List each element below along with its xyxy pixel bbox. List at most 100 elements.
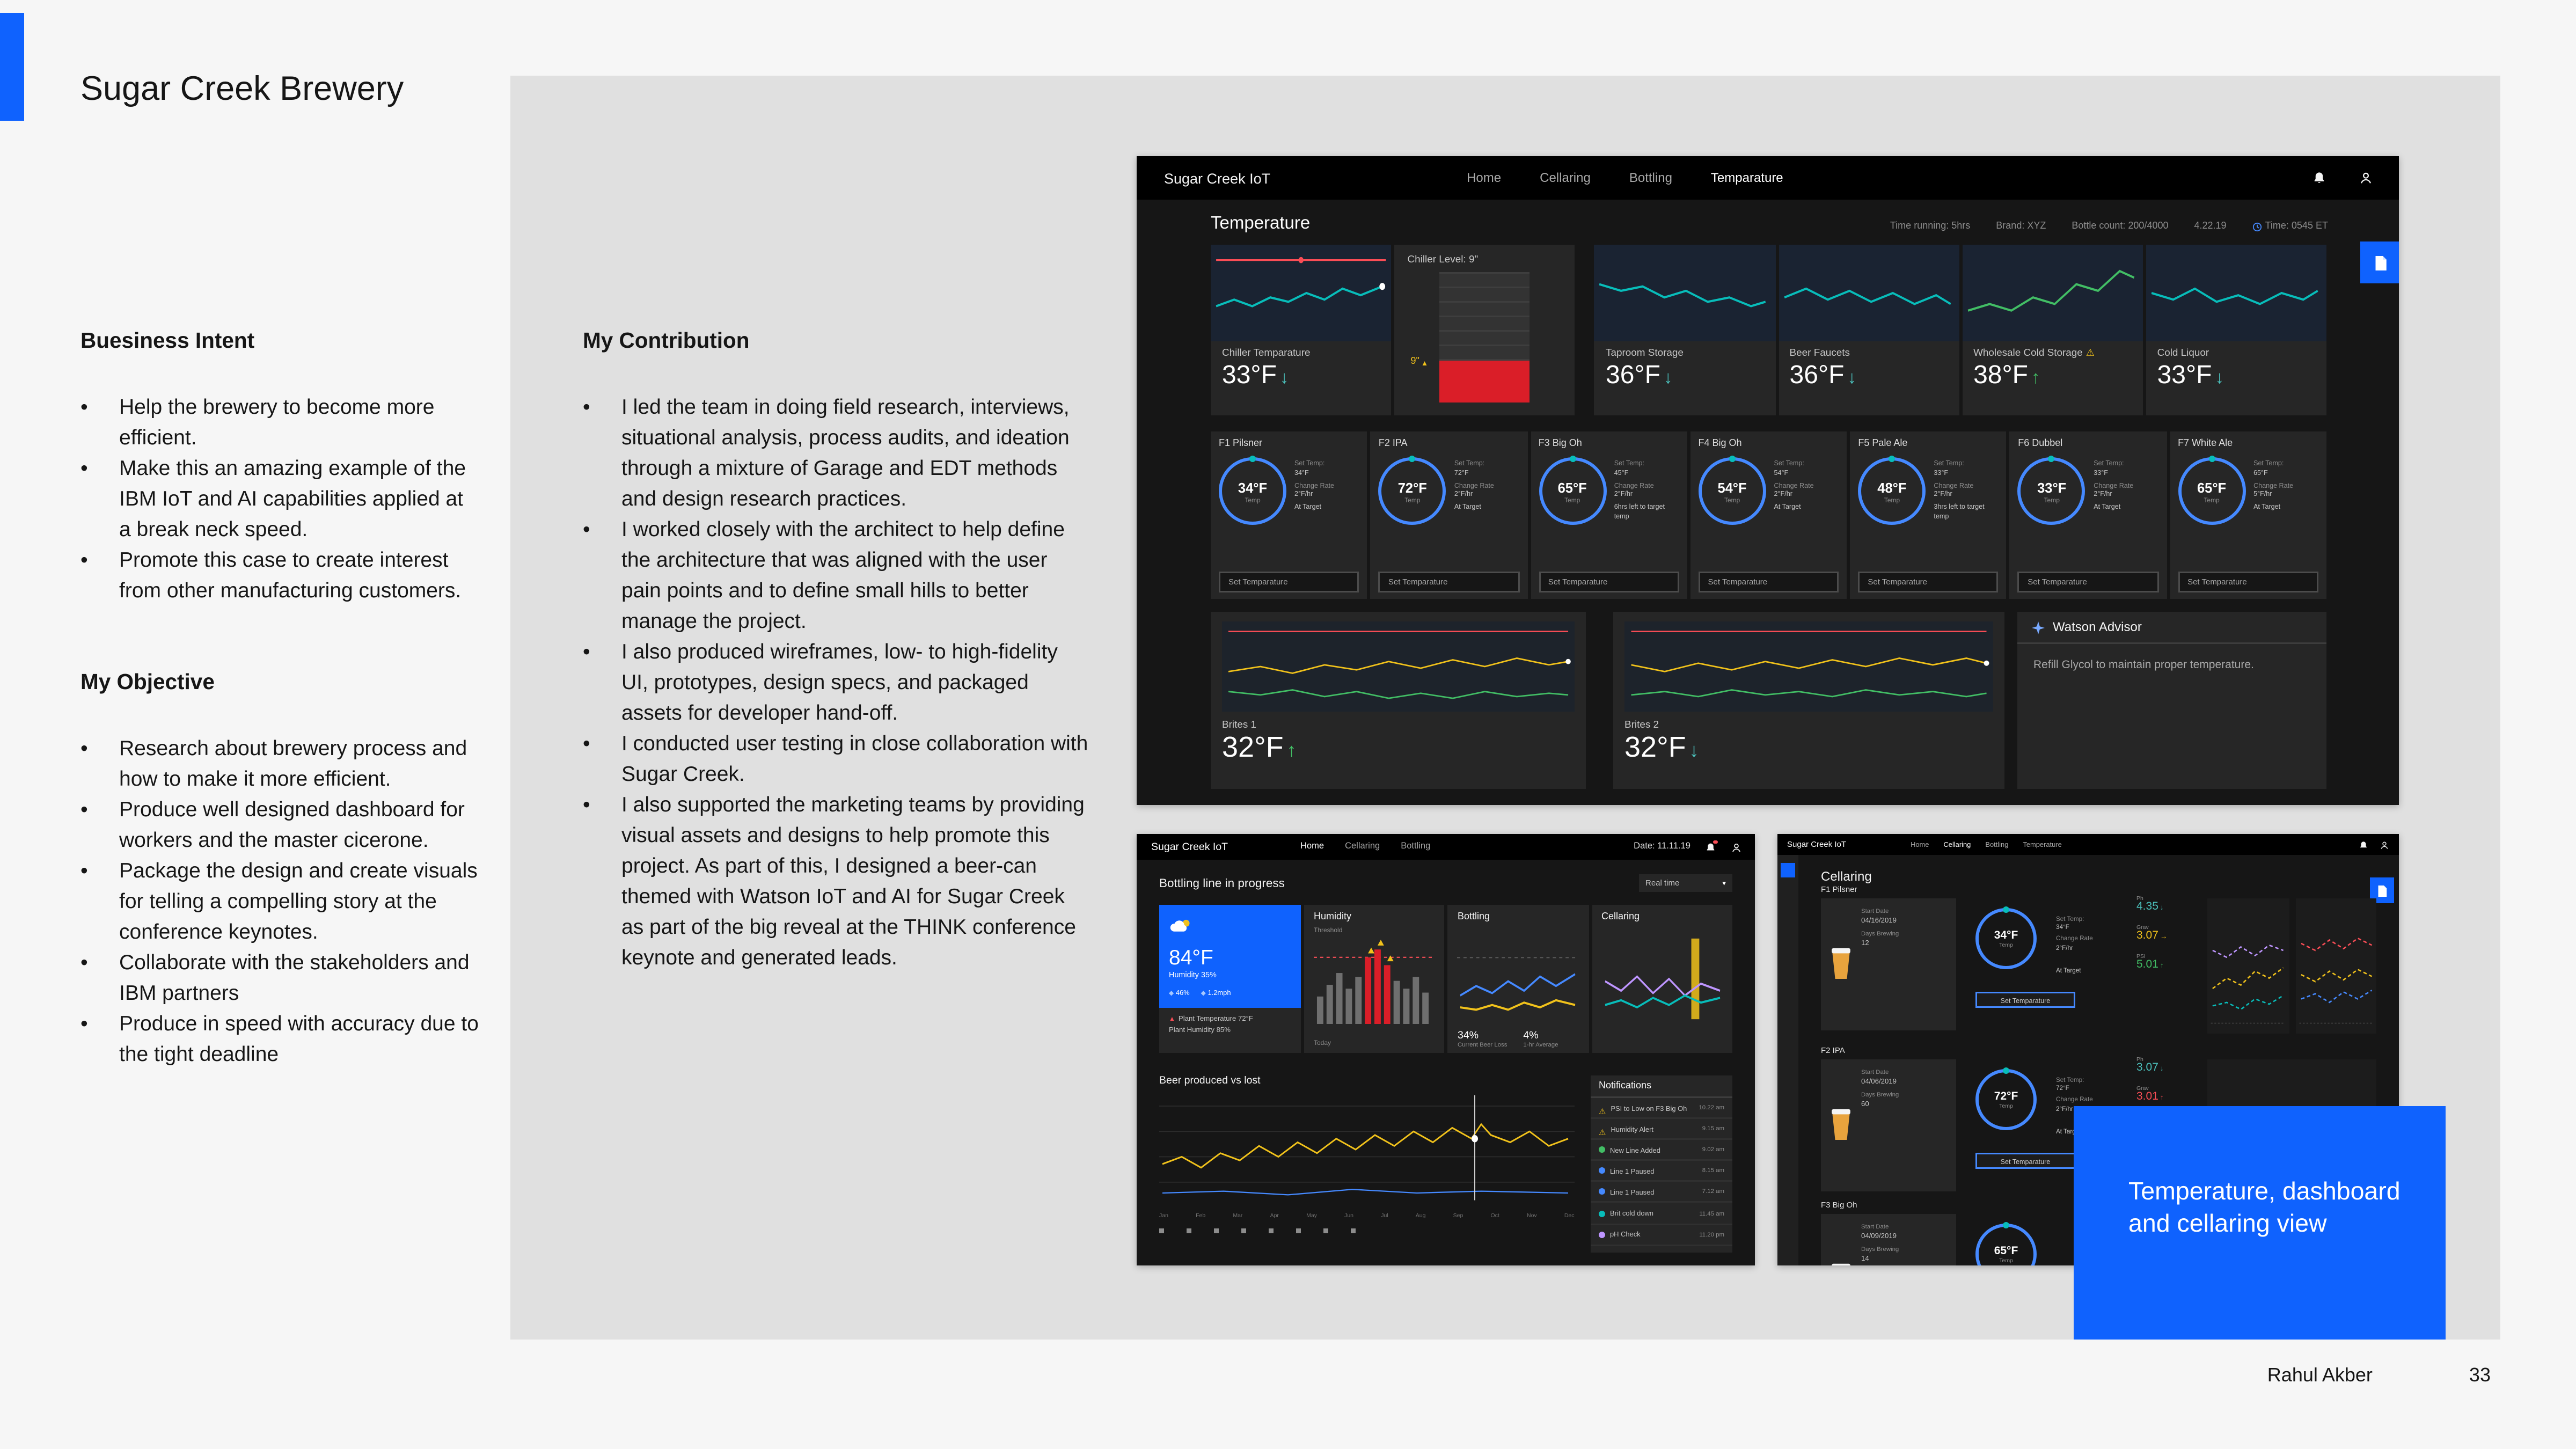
- tank-info-card: Start Date 04/06/2019 Days Brewing 60: [1821, 1059, 1956, 1191]
- nav-link[interactable]: Bottling: [1401, 842, 1431, 852]
- notification-item[interactable]: New Line Added 9.02 am: [1591, 1140, 1732, 1161]
- page-title: Temperature: [1211, 214, 1311, 233]
- trend-arrow: ↓: [1663, 369, 1673, 388]
- card-value: 33°F ↓: [2157, 362, 2224, 390]
- notification-time: 11.45 am: [1699, 1210, 1724, 1217]
- gauge-label: Temp: [1404, 495, 1421, 503]
- cloud-icon: [1169, 918, 1193, 934]
- notification-text: New Line Added: [1610, 1146, 1660, 1154]
- metric: Ph 3.07 ↓: [2136, 1056, 2198, 1074]
- brites-2-card: Brites 2 32°F ↓: [1613, 612, 2004, 789]
- watson-message: Refill Glycol to maintain proper tempera…: [2033, 660, 2254, 671]
- bullet-text: I conducted user testing in close collab…: [621, 731, 1088, 786]
- set-temperature-input[interactable]: Set Temparature: [2018, 572, 2159, 592]
- set-temperature-input[interactable]: Set Temparature: [1538, 572, 1679, 592]
- time-filter-dropdown[interactable]: Real time ▾: [1639, 874, 1732, 892]
- change-rate-value: 2°F/hr: [1294, 489, 1313, 498]
- notification-time: 8.15 am: [1702, 1167, 1724, 1174]
- month-label: Sep: [1453, 1212, 1463, 1219]
- notification-item[interactable]: Line 1 Paused 8.15 am: [1591, 1161, 1732, 1183]
- user-icon[interactable]: [1731, 841, 1742, 853]
- nav-link[interactable]: Home: [1911, 840, 1929, 848]
- set-temp-value: 65°F: [2253, 467, 2268, 476]
- bell-icon[interactable]: [1705, 839, 1718, 853]
- tank-metrics: Ph 4.35 ↓ Grav 3.07 → PSI 5.01 ↑: [2136, 895, 2198, 982]
- gauge-value: 34°F: [1994, 930, 2018, 941]
- notification-icon: [1599, 1189, 1605, 1196]
- month-label: Jul: [1381, 1212, 1388, 1219]
- chiller-level-card: Chiller Level: 9" 9" ▲: [1394, 245, 1576, 415]
- nav-link[interactable]: Cellaring: [1345, 842, 1380, 852]
- bullet-marker: •: [80, 456, 88, 480]
- fermenter-status: At Target: [2094, 503, 2121, 511]
- nav-link[interactable]: Home: [1467, 171, 1502, 185]
- nav-link[interactable]: Cellaring: [1540, 171, 1591, 185]
- gauge-label: Temp: [1245, 495, 1261, 503]
- user-icon[interactable]: [2359, 171, 2373, 185]
- metric: Grav 3.01 ↑: [2136, 1085, 2198, 1103]
- nav-link[interactable]: Temparature: [1710, 171, 1783, 185]
- set-temperature-input[interactable]: Set Temparature: [1219, 572, 1359, 592]
- nav-link[interactable]: Bottling: [1629, 171, 1672, 185]
- metric-label: Ph: [2136, 1056, 2143, 1063]
- notification-item[interactable]: Humidity Alert 9.15 am: [1591, 1119, 1732, 1140]
- fermenter-status: At Target: [2253, 503, 2281, 511]
- gauge-dot: [1569, 456, 1576, 462]
- tank-metrics: Ph 3.07 ↓ Grav 3.01 ↑: [2136, 1056, 2198, 1114]
- export-button[interactable]: [2360, 241, 2399, 283]
- change-rate-value: 2°F/hr: [1454, 489, 1473, 498]
- notification-item[interactable]: Brit cold down 11.45 am: [1591, 1203, 1732, 1225]
- gauge-value: 65°F: [1557, 479, 1587, 495]
- sparkline-chart: [1211, 245, 1392, 341]
- month-label: Jun: [1344, 1212, 1354, 1219]
- bullet-item: • I also supported the marketing teams b…: [583, 789, 1088, 972]
- level-fill: [1439, 361, 1531, 402]
- temp-cards-row: Chiller Temparature 33°F ↓ Chiller Level:…: [1211, 245, 2327, 415]
- card-label: Chiller Temparature: [1222, 348, 1311, 359]
- chart-footer: Today: [1314, 1038, 1331, 1046]
- set-temperature-input[interactable]: Set Temparature: [2178, 572, 2318, 592]
- days-brewing-value: 12: [1861, 939, 1869, 947]
- set-temp-label: Set Temp:: [1454, 459, 1485, 467]
- nav-link[interactable]: Cellaring: [1943, 840, 1971, 848]
- change-rate-value: 2°F/hr: [2056, 942, 2073, 951]
- set-temperature-input[interactable]: Set Temparature: [1858, 572, 1999, 592]
- card-value: 36°F ↓: [1606, 362, 1673, 390]
- bottling-dashboard-screenshot: Sugar Creek IoT Home Cellaring Bottling …: [1137, 834, 1755, 1265]
- diamond-icon: ◆: [1169, 989, 1174, 997]
- nav-link[interactable]: Bottling: [1985, 840, 2009, 848]
- set-temp-value: 72°F: [1454, 467, 1469, 476]
- app-switcher-icon[interactable]: [1781, 863, 1795, 877]
- bell-icon[interactable]: [2359, 840, 2368, 850]
- brites-chart: [1624, 621, 1993, 712]
- summary-cards-row: 84°F Humidity 35% ◆ 46% ◆ 1.2mph ▲ Plant …: [1159, 905, 1732, 1053]
- notification-item[interactable]: PSI to Low on F3 Big Oh 10.22 am: [1591, 1098, 1732, 1119]
- trend-arrow: ↓: [1279, 369, 1289, 388]
- set-temperature-input[interactable]: Set Temparature: [1378, 572, 1519, 592]
- bullet-text: I led the team in doing field research, …: [621, 394, 1070, 510]
- dashboard-navbar: Sugar Creek IoT Home Cellaring Bottling …: [1137, 834, 1755, 860]
- level-gauge: [1439, 272, 1531, 402]
- set-temperature-button[interactable]: Set Temparature: [1975, 992, 2075, 1008]
- bullet-item: • Produce in speed with accuracy due to …: [80, 1008, 480, 1069]
- bell-icon[interactable]: [2312, 171, 2326, 185]
- nav-link[interactable]: Home: [1300, 842, 1324, 852]
- card-label: Brites 2: [1624, 720, 1659, 731]
- trend-arrow: ↓: [1847, 369, 1856, 388]
- app-brand: Sugar Creek IoT: [1787, 839, 1847, 850]
- tank-row-f1: F1 Pilsner Start Date 04/16/2019 Days Br…: [1821, 885, 2376, 1046]
- set-temperature-button[interactable]: Set Temparature: [1975, 1153, 2075, 1169]
- set-temperature-input[interactable]: Set Temparature: [1698, 572, 1839, 592]
- days-brewing-value: 60: [1861, 1100, 1869, 1108]
- page-number: 33: [2469, 1364, 2491, 1386]
- section-heading: Buesiness Intent: [80, 328, 255, 353]
- notification-text: Line 1 Paused: [1610, 1167, 1655, 1175]
- user-icon[interactable]: [2380, 840, 2389, 850]
- section-heading: My Objective: [80, 670, 215, 694]
- notification-text: PSI to Low on F3 Big Oh: [1611, 1103, 1687, 1112]
- notification-item[interactable]: Line 1 Paused 7.12 am: [1591, 1182, 1732, 1204]
- notification-item[interactable]: pH Check 11.20 pm: [1591, 1225, 1732, 1246]
- notification-text: Line 1 Paused: [1610, 1188, 1655, 1196]
- nav-link[interactable]: Temperature: [2023, 840, 2062, 848]
- temp-card-taproom: Taproom Storage 36°F ↓: [1594, 245, 1775, 415]
